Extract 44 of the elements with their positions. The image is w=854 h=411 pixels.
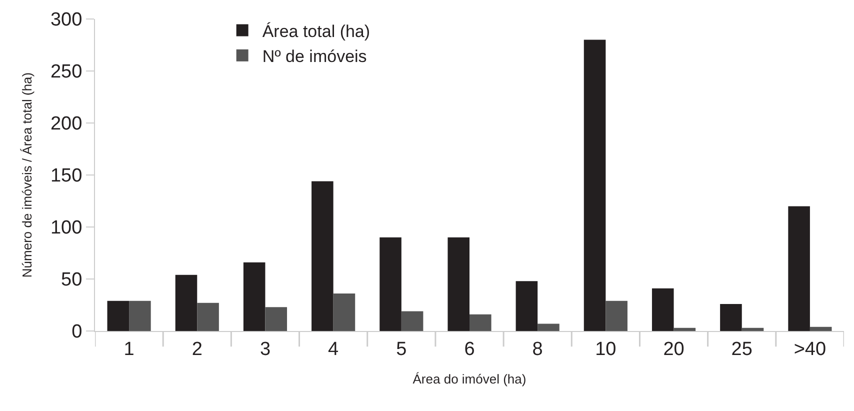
x-tick-label: 10 [595,338,616,360]
y-tick-label: 250 [50,62,82,83]
x-tick-label: 1 [124,338,134,360]
x-tick-label: 6 [464,338,475,360]
y-tick-label: 200 [50,114,82,135]
bar [380,237,402,331]
bar [516,281,538,331]
bar [538,324,560,331]
y-tick-label: 50 [61,270,82,291]
y-tick-label: 100 [50,218,82,239]
bar [674,328,696,331]
bar [175,274,198,331]
legend-label: Nº de imóveis [262,47,367,66]
bar [470,314,492,331]
x-tick-label: 25 [731,338,752,360]
bar [606,300,628,331]
bar [107,300,130,331]
bar [333,294,356,331]
bar [129,300,151,331]
y-tick-label: 150 [50,166,82,187]
bar [720,304,742,331]
bar [243,262,266,331]
x-tick-label: >40 [794,338,826,360]
bar [742,328,764,331]
x-tick-label: 8 [532,338,543,360]
bar [401,311,424,331]
x-tick-label: 4 [328,338,340,360]
y-tick-label: 0 [72,322,82,343]
y-axis-title: Número de imóveis / Área total (ha) [19,72,34,278]
y-tick-label: 300 [50,10,82,31]
bar [788,206,810,331]
bar [584,40,606,331]
legend-label: Área total (ha) [262,22,370,41]
x-tick-label: 20 [663,338,684,360]
bar [652,288,674,331]
x-tick-label: 2 [192,338,202,360]
bar [265,307,288,331]
bar [448,237,470,331]
x-tick-label: 5 [396,338,407,360]
x-axis-title: Área do imóvel (ha) [412,371,526,386]
bar [312,181,334,331]
bar [197,302,219,331]
bar [810,326,832,331]
x-tick-label: 3 [260,338,271,360]
